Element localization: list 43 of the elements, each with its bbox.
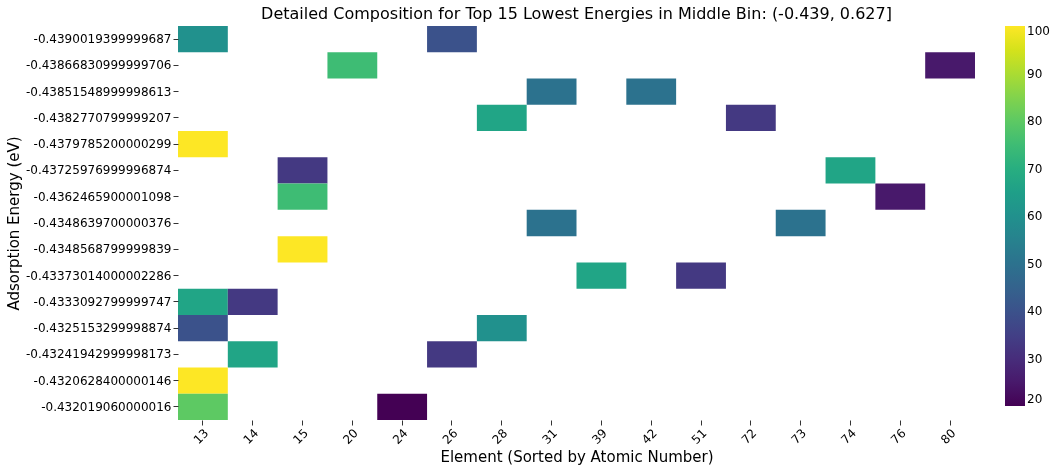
y-tick-label: -0.43241942999998173 — [25, 347, 172, 362]
y-tick-label: -0.43866830999999706 — [25, 58, 172, 73]
y-tick-label: -0.4325153299998874 — [33, 321, 172, 336]
y-tick-label: -0.43373014000002286 — [25, 268, 172, 283]
color-bar-label: 70 — [1027, 161, 1043, 176]
x-tick-label: 39 — [589, 426, 610, 447]
color-bar-label: 20 — [1027, 392, 1043, 406]
x-axis-title: Element (Sorted by Atomic Number) — [440, 448, 714, 467]
x-tick-label: 72 — [738, 426, 760, 447]
color-bar-label: 30 — [1027, 351, 1043, 366]
x-tick-label: 74 — [838, 426, 859, 447]
x-tick-label: 26 — [439, 426, 461, 447]
x-tick-label: 31 — [539, 426, 561, 447]
color-bar-label: 90 — [1027, 66, 1043, 81]
y-tick-label: -0.43725976999996874 — [25, 163, 172, 178]
color-bar-label: 40 — [1027, 304, 1043, 318]
y-tick-label: -0.4348639700000376 — [33, 216, 172, 230]
x-tick-label: 76 — [888, 426, 909, 447]
y-tick-label: -0.4379785200000299 — [33, 137, 172, 152]
x-tick-label: 24 — [389, 426, 411, 447]
x-tick-label: 42 — [639, 426, 660, 447]
x-tick-label: 80 — [937, 426, 959, 447]
y-tick-label: -0.4333092799999747 — [33, 294, 172, 309]
chart-title: Detailed Composition for Top 15 Lowest Energies in Middle Bin: (-0.439, 0.627] — [261, 4, 892, 23]
y-tick-label: -0.4320628400000146 — [33, 373, 172, 388]
color-bar-label: 100 — [1027, 24, 1050, 38]
x-tick-label: 51 — [688, 426, 710, 447]
y-tick-label: -0.4362465900001098 — [33, 189, 172, 204]
y-axis-title: Adsorption Energy (eV) — [4, 136, 23, 311]
y-tick-label: -0.4348568799999839 — [33, 242, 172, 257]
y-tick-label: -0.43851548999998613 — [25, 84, 172, 99]
x-tick-label: 15 — [290, 426, 312, 447]
y-tick-label: -0.432019060000016 — [41, 399, 172, 414]
y-tick-label: -0.4390019399999687 — [33, 32, 172, 47]
color-bar-label: 50 — [1027, 256, 1043, 271]
color-bar-label: 60 — [1027, 209, 1043, 223]
x-tick-label: 20 — [340, 426, 361, 447]
x-tick-label: 73 — [788, 426, 810, 447]
y-tick-label: -0.4382770799999207 — [33, 110, 172, 125]
color-bar-label: 80 — [1027, 114, 1043, 128]
x-tick-label: 28 — [489, 426, 511, 447]
x-tick-label: 14 — [240, 426, 262, 447]
x-tick-label: 13 — [190, 426, 212, 447]
